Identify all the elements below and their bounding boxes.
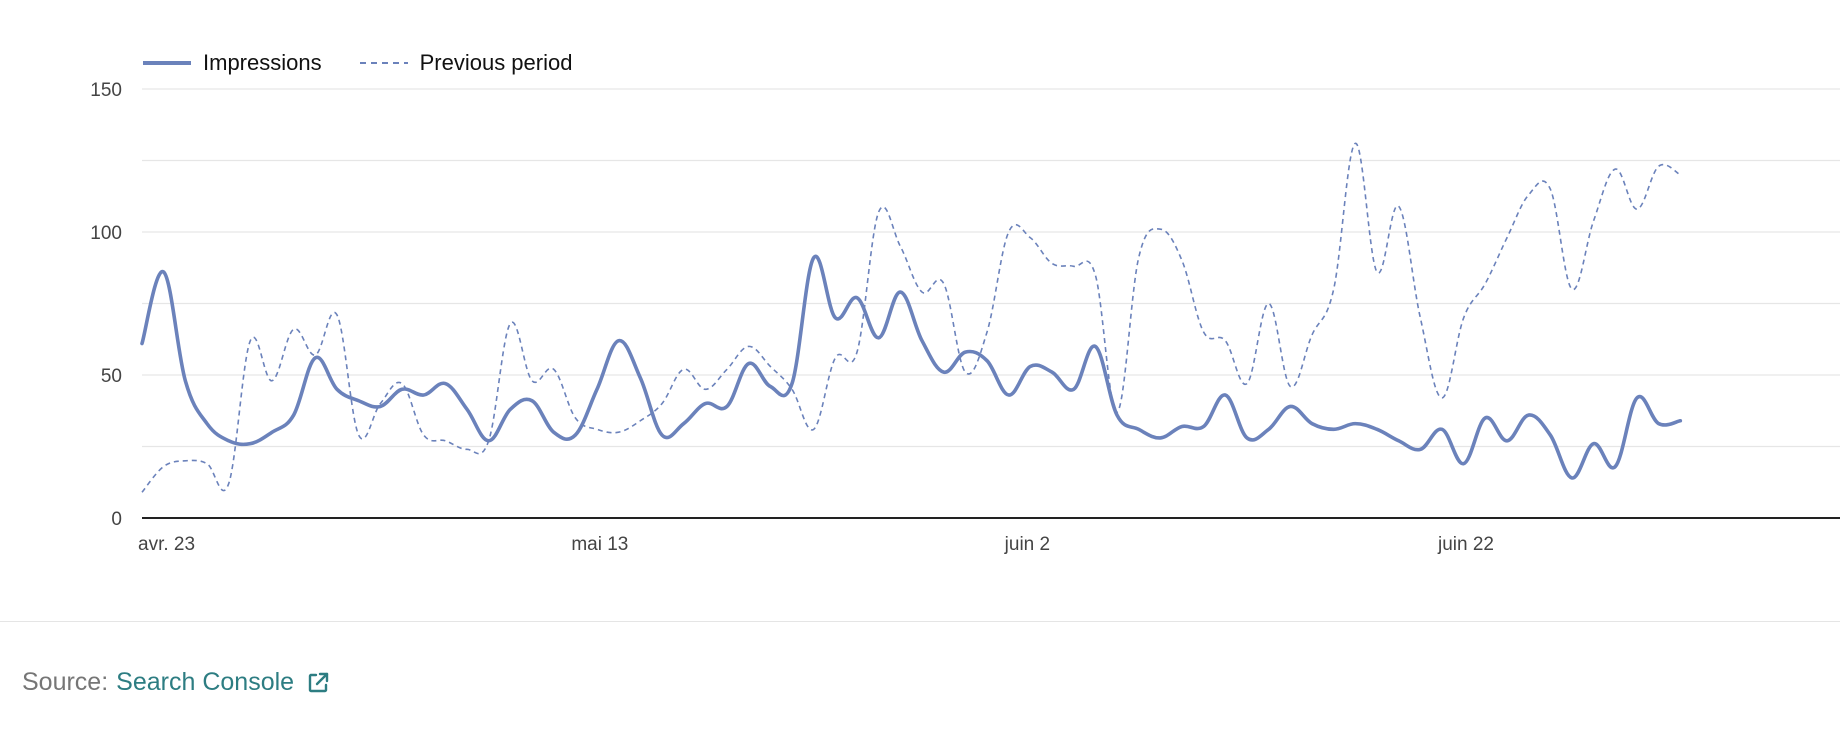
series-layer	[140, 142, 1683, 493]
series-line-impressions	[140, 254, 1683, 480]
solid-line-swatch-icon	[143, 55, 191, 71]
y-tick-label: 100	[90, 223, 122, 244]
footer-divider	[0, 621, 1840, 622]
source-footer: Source: Search Console	[22, 668, 330, 697]
y-tick-label: 50	[101, 366, 122, 387]
y-tick-label: 0	[111, 509, 122, 530]
line-chart: 0 50 100 150 avr. 23 mai 13 juin 2 juin 22 Imp…	[90, 48, 1840, 555]
y-tick-label: 150	[90, 80, 122, 101]
legend-label-previous-period: Previous period	[419, 50, 573, 75]
external-link-icon	[306, 671, 330, 695]
x-axis-ticks: avr. 23 mai 13 juin 2 juin 22	[138, 534, 1494, 555]
x-tick-label: juin 2	[1004, 534, 1050, 555]
legend-item-previous-period[interactable]: Previous period	[359, 50, 573, 76]
series-line-previous-period	[141, 142, 1681, 493]
dashed-line-swatch-icon	[359, 55, 408, 71]
y-axis-ticks: 0 50 100 150	[90, 80, 122, 530]
source-link-label: Search Console	[116, 668, 295, 696]
chart-legend: Impressions Previous period	[143, 48, 610, 78]
x-tick-label: mai 13	[571, 534, 628, 555]
source-prefix: Source:	[22, 668, 109, 696]
legend-label-impressions: Impressions	[203, 50, 322, 75]
search-console-link[interactable]: Search Console	[116, 668, 330, 697]
chart-canvas: 0 50 100 150 avr. 23 mai 13 juin 2 juin 22	[90, 80, 1840, 555]
legend-item-impressions[interactable]: Impressions	[143, 50, 322, 76]
x-tick-label: juin 22	[1437, 534, 1494, 555]
x-tick-label: avr. 23	[138, 534, 195, 555]
